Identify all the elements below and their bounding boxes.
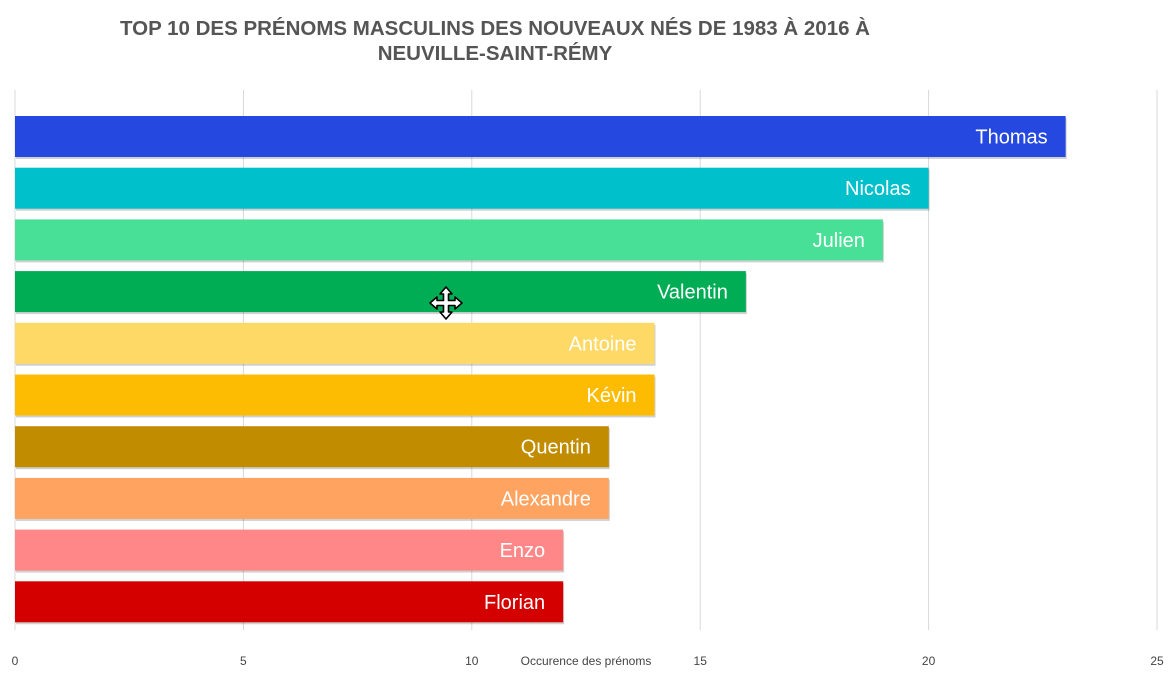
bar-labels: Thomas Nicolas Julien Valentin Antoine Kévin Q… bbox=[484, 127, 1048, 614]
bar-4[interactable] bbox=[15, 322, 655, 364]
bar-label: Nicolas bbox=[845, 178, 911, 200]
bar-label: Florian bbox=[484, 592, 545, 614]
chart-title: TOP 10 DES PRÉNOMS MASCULINS DES NOUVEAU… bbox=[0, 16, 990, 66]
bar-8[interactable] bbox=[15, 529, 564, 571]
bar-label: Alexandre bbox=[501, 488, 591, 510]
chart-title-line-2: NEUVILLE-SAINT-RÉMY bbox=[377, 42, 613, 65]
x-tick-label: 20 bbox=[922, 654, 936, 668]
bar-label: Julien bbox=[813, 230, 865, 252]
bar-6[interactable] bbox=[15, 426, 609, 468]
bar-3[interactable] bbox=[15, 271, 746, 313]
bar-7[interactable] bbox=[15, 477, 609, 519]
bar-1[interactable] bbox=[15, 167, 929, 209]
bar-label: Valentin bbox=[657, 282, 728, 304]
bar-0[interactable] bbox=[15, 116, 1066, 157]
x-tick-label: 0 bbox=[12, 654, 19, 668]
bar-5[interactable] bbox=[15, 374, 655, 416]
bar-label: Kévin bbox=[586, 385, 636, 407]
x-axis-label: Occurence des prénoms bbox=[521, 654, 652, 668]
bar-label: Antoine bbox=[569, 333, 637, 355]
x-tick-label: 15 bbox=[694, 654, 708, 668]
move-cursor-icon bbox=[429, 286, 463, 320]
chart-title-line-1: TOP 10 DES PRÉNOMS MASCULINS DES NOUVEAU… bbox=[120, 17, 870, 40]
bars bbox=[15, 116, 1067, 625]
bar-label: Thomas bbox=[975, 127, 1047, 149]
bar-label: Enzo bbox=[500, 540, 546, 562]
bar-2[interactable] bbox=[15, 219, 883, 261]
x-axis-ticks: 0 5 10 15 20 25 bbox=[12, 654, 1164, 668]
bar-label: Quentin bbox=[521, 437, 591, 459]
x-tick-label: 10 bbox=[465, 654, 479, 668]
x-tick-label: 5 bbox=[240, 654, 247, 668]
x-tick-label: 25 bbox=[1150, 654, 1164, 668]
bar-9[interactable] bbox=[15, 581, 564, 623]
